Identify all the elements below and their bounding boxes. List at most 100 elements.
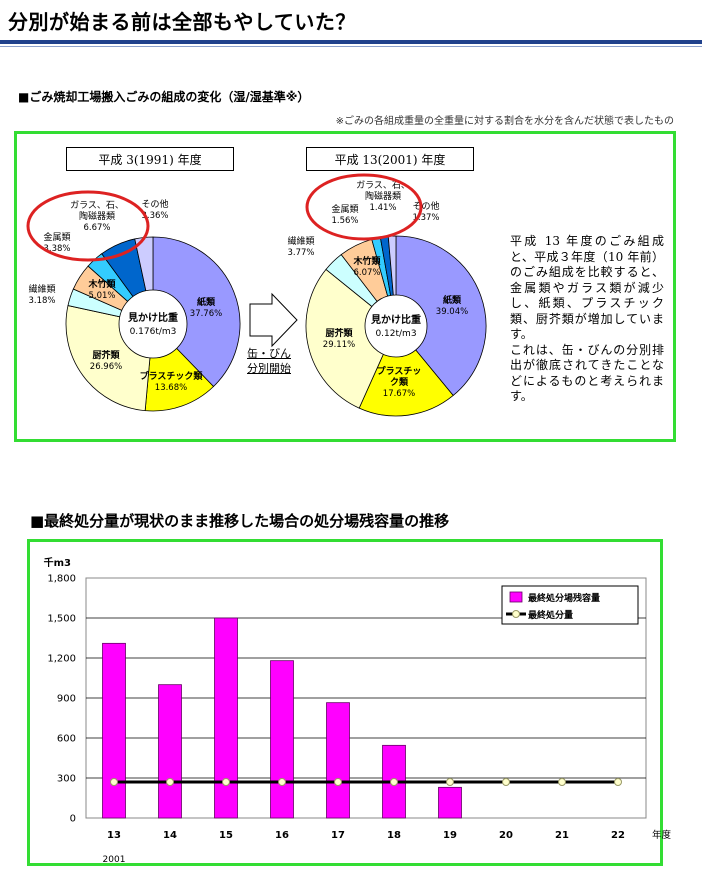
pie-slice-value: 1.41% <box>369 203 396 213</box>
highlight-oval-1991 <box>26 190 150 262</box>
pie-slice <box>395 235 487 397</box>
y-tick-label: 1,500 <box>47 614 76 625</box>
composition-footnote: ※ごみの各組成重量の全重量に対する割合を水分を含んだ状態で表したもの <box>335 116 674 127</box>
x-tick-label: 17 <box>331 830 345 841</box>
x-tick-label: 21 <box>555 830 569 841</box>
pie-slice-name: 紙類 <box>443 294 462 306</box>
y-tick-label: 1,200 <box>47 654 76 665</box>
pie-slice-value: 13.68% <box>155 383 187 393</box>
description-paragraph-2: これは、缶・びんの分別排出が徹底されてきたことなどによるものと考えられます。 <box>510 342 664 404</box>
pie-slice-name: 繊維類 <box>287 235 314 247</box>
legend-box <box>501 585 639 625</box>
pie-slice-value: 3.36% <box>141 211 168 221</box>
line-marker <box>558 778 566 786</box>
pie-center-label: 見かけ比重 <box>370 313 421 326</box>
pie-slice-name: 金属類 <box>43 231 70 243</box>
line-marker <box>390 778 398 786</box>
composition-section-heading: ■ごみ焼却工場搬入ごみの組成の変化（湿/湿基準※） <box>18 90 310 104</box>
pie-slice-name: 木竹類 <box>352 255 381 267</box>
pie-slice-name: プラスチッ <box>377 365 422 377</box>
bar <box>214 617 238 819</box>
bar <box>102 642 126 819</box>
bar-chart-axes: 0 300 600 900 1,200 1,500 1,800 千m3 13 14 15 16 17 18… <box>44 556 672 865</box>
landfill-frame <box>27 539 663 866</box>
line-marker <box>222 778 230 786</box>
y-tick-label: 300 <box>57 774 76 785</box>
pie-slice-value: 17.67% <box>383 389 415 399</box>
pie-center-density: 0.176t/m3 <box>130 327 177 337</box>
pie-slice-name: その他 <box>141 198 168 210</box>
composition-frame <box>14 131 676 442</box>
pie-slice-name: プラスチック類 <box>140 370 204 382</box>
x-tick-label: 16 <box>275 830 289 841</box>
pie-slice-name: 陶磁器類 <box>365 190 401 202</box>
line-marker <box>446 778 454 786</box>
pie-slice-value: 26.96% <box>90 362 122 372</box>
x-tick-label: 22 <box>611 830 625 841</box>
line-marker <box>166 778 174 786</box>
title-underline <box>0 40 702 44</box>
title-underline-thin <box>0 46 702 47</box>
pie-slice-name: 厨芥類 <box>325 327 353 339</box>
bar <box>438 786 462 819</box>
landfill-bar-chart: 0 300 600 900 1,200 1,500 1,800 千m3 13 14 15 16 17 18… <box>44 556 672 865</box>
description-paragraph-1: 平成 13 年度のごみ組成と、平成３年度（10 年前）のごみ組成を比較すると、金… <box>510 234 664 341</box>
pie-center-density: 0.12t/m3 <box>375 329 416 339</box>
line-marker <box>334 778 342 786</box>
y-tick-label: 1,800 <box>47 574 76 585</box>
pie-slice-value: 37.76% <box>190 309 222 319</box>
page-title: 分別が始まる前は全部もやしていた？ <box>8 10 356 34</box>
pie-slice-name: 紙類 <box>197 296 216 308</box>
bar <box>326 702 350 819</box>
pie-slice-name: 厨芥類 <box>92 349 120 361</box>
pie-slice-value: 6.07% <box>353 268 380 278</box>
landfill-section-heading: ■最終処分量が現状のまま推移した場合の処分場残容量の推移 <box>30 512 450 530</box>
y-tick-label: 900 <box>57 694 76 705</box>
pie-slice-value: 3.77% <box>287 248 314 258</box>
line-marker <box>278 778 286 786</box>
highlight-oval-2001 <box>305 173 423 241</box>
arrow-caption: 缶・びん 分別開始 <box>247 346 291 376</box>
bar <box>158 684 182 819</box>
first-year-note: 2001 <box>103 855 126 865</box>
transition-arrow <box>249 292 298 348</box>
y-tick-label: 0 <box>70 814 76 825</box>
pie-slice-name: 繊維類 <box>28 283 55 295</box>
x-tick-label: 18 <box>387 830 401 841</box>
pie-charts-layer: 見かけ比重0.176t/m3紙類37.76%プラスチック類13.68%厨芥類26… <box>26 173 487 417</box>
pie-slice-value: 3.38% <box>43 244 70 254</box>
x-tick-label: 13 <box>107 830 121 841</box>
bar <box>270 660 294 819</box>
arrow-caption-line1: 缶・びん <box>247 347 291 360</box>
x-tick-label: 14 <box>163 830 177 841</box>
pie-slice-name: 金属類 <box>331 203 358 215</box>
pie-center-hole <box>118 289 188 359</box>
y-axis-label: 千m3 <box>44 556 71 569</box>
pie-slice <box>358 325 454 417</box>
pie-slice-value: 3.18% <box>28 296 55 306</box>
composition-description: 平成 13 年度のごみ組成と、平成３年度（10 年前）のごみ組成を比較すると、金… <box>510 234 664 405</box>
pie-slice-name: ガラス、石、 <box>70 200 124 211</box>
pie-slice <box>305 268 397 409</box>
legend-label-bar: 最終処分場残容量 <box>528 592 600 604</box>
pie-1991-title: 平成 3(1991) 年度 <box>66 147 234 171</box>
pie-slice-value: 6.67% <box>83 223 110 233</box>
line-marker <box>110 778 118 786</box>
pie-slice-name: その他 <box>412 200 439 212</box>
pie-slice-name: ク類 <box>390 376 409 388</box>
pie-slice-value: 39.04% <box>436 307 468 317</box>
x-tick-label: 19 <box>443 830 457 841</box>
arrow-caption-line2: 分別開始 <box>247 362 291 375</box>
line-marker <box>614 778 622 786</box>
pie-slice-value: 1.37% <box>412 213 439 223</box>
pie-slice-name: ガラス、石、 <box>356 180 410 191</box>
legend-swatch-marker <box>512 610 520 618</box>
legend-label-line: 最終処分量 <box>528 609 573 621</box>
pie-center-hole <box>364 294 428 358</box>
x-tick-label: 20 <box>499 830 513 841</box>
y-tick-label: 600 <box>57 734 76 745</box>
pie-center-label: 見かけ比重 <box>127 311 178 324</box>
